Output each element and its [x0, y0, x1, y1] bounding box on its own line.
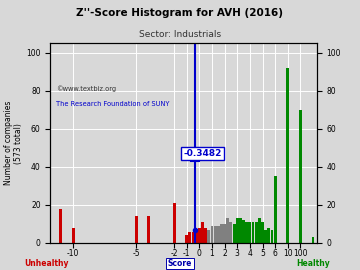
Bar — [274, 176, 276, 243]
Bar — [258, 218, 261, 243]
Bar — [245, 222, 248, 243]
Bar — [59, 209, 62, 243]
Bar — [270, 230, 274, 243]
Bar — [223, 224, 226, 243]
Text: -0.3482: -0.3482 — [183, 149, 222, 158]
Text: Z''-Score Histogram for AVH (2016): Z''-Score Histogram for AVH (2016) — [76, 8, 284, 18]
Text: Score: Score — [168, 259, 192, 268]
Bar — [207, 230, 210, 243]
Bar — [261, 222, 264, 243]
Bar — [248, 222, 251, 243]
Bar — [72, 228, 75, 243]
Bar — [214, 226, 217, 243]
Bar — [264, 230, 267, 243]
Bar — [233, 224, 235, 243]
Bar — [220, 224, 223, 243]
Bar — [311, 237, 315, 243]
Bar — [211, 226, 213, 243]
Bar — [252, 222, 255, 243]
Bar — [189, 232, 192, 243]
Bar — [198, 228, 201, 243]
Bar — [217, 226, 220, 243]
Text: Unhealthy: Unhealthy — [24, 259, 69, 268]
Bar — [195, 232, 198, 243]
Bar — [204, 228, 207, 243]
Bar — [267, 228, 270, 243]
Bar — [242, 220, 245, 243]
Text: ©www.textbiz.org: ©www.textbiz.org — [56, 85, 116, 92]
Y-axis label: Number of companies
(573 total): Number of companies (573 total) — [4, 101, 23, 185]
Bar — [226, 218, 229, 243]
Bar — [135, 216, 138, 243]
Bar — [286, 68, 289, 243]
Bar — [201, 222, 204, 243]
Bar — [173, 203, 176, 243]
Bar — [255, 222, 258, 243]
Text: The Research Foundation of SUNY: The Research Foundation of SUNY — [56, 101, 169, 107]
Bar — [148, 216, 150, 243]
Text: Sector: Industrials: Sector: Industrials — [139, 30, 221, 39]
Bar — [229, 222, 233, 243]
Bar — [236, 218, 239, 243]
Bar — [299, 110, 302, 243]
Bar — [192, 232, 194, 243]
Text: Healthy: Healthy — [296, 259, 330, 268]
Bar — [185, 235, 188, 243]
Bar — [239, 218, 242, 243]
